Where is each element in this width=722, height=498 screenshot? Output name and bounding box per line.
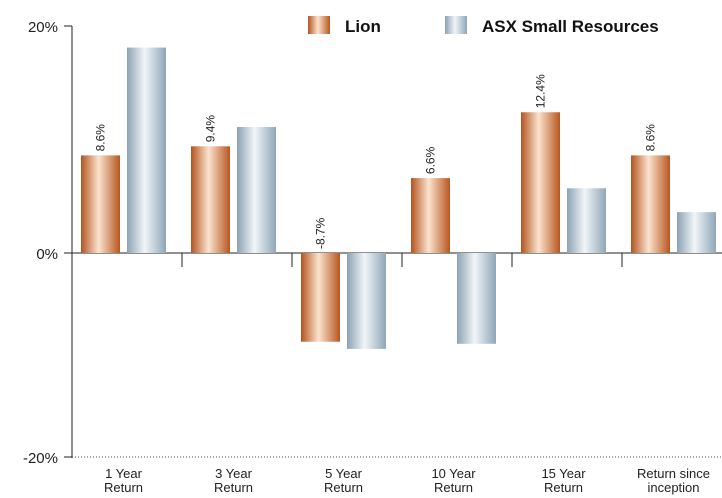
data-label-lion-0: 8.6% xyxy=(94,124,108,152)
data-label-lion-4: 12.4% xyxy=(534,74,548,108)
category-label-5: Return since inception xyxy=(637,466,710,495)
y-tick-label-top: 20% xyxy=(28,19,58,36)
bars xyxy=(81,47,716,349)
y-tick-label-zero: 0% xyxy=(36,246,58,263)
bar-asx-small-resources-4 xyxy=(567,188,606,253)
bar-lion-0 xyxy=(81,155,120,253)
data-labels: 8.6% 9.4% -8.7% 6.6% 12.4% 8.6% xyxy=(94,74,658,249)
bar-lion-3 xyxy=(411,178,450,253)
bar-lion-1 xyxy=(191,146,230,253)
bar-asx-small-resources-5 xyxy=(677,212,716,253)
legend: Lion ASX Small Resources xyxy=(308,16,659,36)
bar-asx-small-resources-2 xyxy=(347,253,386,349)
category-separator-ticks xyxy=(181,253,623,267)
data-label-lion-2: -8.7% xyxy=(314,217,328,249)
category-label-3: 10 Year Return xyxy=(431,466,476,495)
legend-swatch-lion xyxy=(308,16,330,34)
data-label-lion-3: 6.6% xyxy=(424,146,438,174)
bar-lion-4 xyxy=(521,112,560,253)
data-label-lion-5: 8.6% xyxy=(644,124,658,152)
bar-asx-small-resources-3 xyxy=(457,253,496,344)
category-label-4: 15 Year Return xyxy=(541,466,586,495)
bar-asx-small-resources-0 xyxy=(127,47,166,253)
y-tick-label-bottom: -20% xyxy=(23,450,58,467)
legend-swatch-asx xyxy=(445,16,467,34)
bar-asx-small-resources-1 xyxy=(237,127,276,253)
category-label-2: 5 Year Return xyxy=(324,466,363,495)
category-label-1: 3 Year Return xyxy=(214,466,253,495)
bar-lion-5 xyxy=(631,155,670,253)
legend-label-lion: Lion xyxy=(345,17,381,36)
legend-label-asx: ASX Small Resources xyxy=(482,17,659,36)
axes: 20% 0% -20% xyxy=(23,19,722,467)
category-label-0: 1 Year Return xyxy=(104,466,143,495)
bar-lion-2 xyxy=(301,253,340,342)
category-labels: 1 Year Return 3 Year Return 5 Year Return 10 Y… xyxy=(104,466,710,495)
data-label-lion-1: 9.4% xyxy=(204,115,218,143)
